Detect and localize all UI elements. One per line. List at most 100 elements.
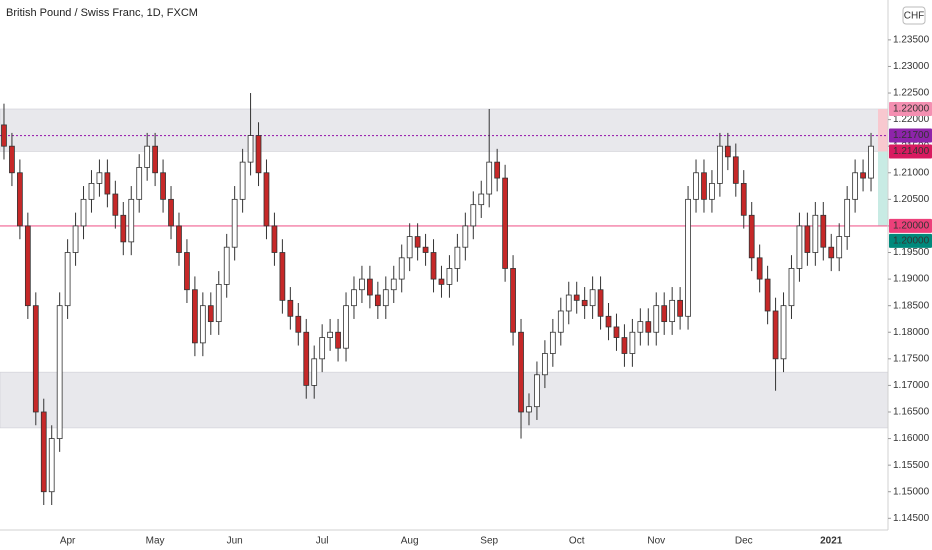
candle-body	[788, 268, 795, 307]
candle-body	[231, 198, 238, 248]
candle-body	[9, 145, 15, 174]
y-tick-label: 1.17000	[893, 380, 930, 391]
y-tick-label: 1.19500	[893, 247, 930, 258]
candle-body	[518, 331, 524, 413]
currency-label: CHF	[904, 11, 925, 22]
price-label-bg	[889, 101, 932, 116]
candle-body	[64, 252, 71, 307]
y-tick-label: 1.17500	[893, 353, 930, 364]
candle-body	[255, 135, 262, 174]
x-tick-label: Dec	[735, 536, 753, 547]
y-tick-label: 1.23000	[893, 61, 930, 72]
candle-body	[828, 246, 835, 259]
candle-body	[597, 289, 604, 317]
price-label-bg	[889, 218, 932, 233]
candle-body	[573, 294, 580, 301]
candle-body	[653, 305, 660, 333]
candle-body	[462, 225, 469, 248]
y-tick-label: 1.19000	[893, 274, 930, 285]
candle-body	[160, 172, 166, 200]
y-tick-label: 1.23500	[893, 35, 930, 46]
candle-body	[215, 284, 222, 323]
currency-badge[interactable]	[902, 6, 926, 25]
candle-body	[772, 310, 779, 360]
price-label-bg	[889, 144, 932, 159]
candle-body	[701, 172, 707, 200]
candle-body	[565, 294, 572, 312]
candle-body	[199, 305, 206, 344]
candles	[1, 93, 874, 506]
candle-body	[48, 438, 55, 493]
candle-body	[613, 326, 620, 338]
y-tick-label: 1.20500	[893, 194, 930, 205]
position-target	[878, 151, 888, 226]
price-label: 1.22000	[893, 104, 930, 115]
candle-body	[732, 156, 739, 184]
candle-body	[327, 331, 333, 338]
y-tick-label: 1.16000	[893, 433, 930, 444]
x-tick-label: Jul	[316, 536, 329, 547]
candle-body	[724, 145, 731, 158]
candle-body	[740, 183, 747, 216]
candle-body	[271, 225, 278, 253]
zone	[0, 108, 889, 152]
candle-body	[454, 246, 461, 269]
candle-body	[549, 331, 556, 354]
candle-body	[168, 198, 174, 227]
candle-body	[422, 246, 429, 253]
y-tick-label: 1.15000	[893, 486, 930, 497]
candle-body	[844, 198, 851, 237]
candle-body	[359, 278, 365, 291]
candle-body	[669, 299, 676, 323]
candle-body	[852, 172, 858, 200]
x-tick-label: Aug	[401, 536, 419, 547]
candle-body	[295, 315, 302, 333]
candle-body	[526, 406, 532, 413]
candle-body	[96, 172, 103, 184]
candle-body	[56, 305, 63, 439]
x-tick-label: Sep	[480, 536, 498, 547]
candle-body	[502, 177, 508, 269]
candle-body	[637, 321, 644, 333]
candle-body	[263, 172, 270, 227]
x-tick-label: Nov	[647, 536, 665, 547]
candle-body	[40, 411, 47, 493]
candle-body	[303, 331, 310, 386]
candle-body	[709, 183, 715, 200]
x-tick-label: 2021	[820, 536, 843, 547]
candle-body	[438, 278, 445, 285]
x-tick-label: Oct	[569, 536, 585, 547]
candle-body	[311, 358, 318, 386]
candle-body	[72, 225, 79, 253]
candle-body	[589, 289, 596, 307]
y-tick-label: 1.16500	[893, 407, 930, 418]
price-label: 1.20000	[893, 221, 930, 232]
y-tick-label: 1.14500	[893, 513, 930, 524]
candle-body	[748, 214, 755, 259]
candle-body	[367, 278, 373, 296]
price-label: 1.21700	[893, 130, 930, 141]
candle-body	[756, 257, 763, 280]
candle-body	[780, 305, 787, 360]
candle-body	[542, 353, 548, 376]
candle-body	[629, 331, 636, 354]
candle-body	[319, 337, 326, 360]
candle-body	[144, 145, 151, 168]
y-tick-label: 1.15500	[893, 460, 930, 471]
candle-body	[192, 289, 198, 344]
y-tick-label: 1.18500	[893, 300, 930, 311]
candle-body	[860, 172, 866, 179]
candle-body	[717, 145, 723, 184]
candle-body	[534, 374, 540, 408]
candle-body	[510, 268, 516, 333]
candle-body	[390, 278, 397, 291]
price-label-bg	[889, 233, 932, 248]
candle-body	[351, 289, 357, 307]
candle-body	[430, 252, 437, 280]
candle-body	[645, 321, 652, 333]
price-label-bg	[889, 128, 932, 143]
candle-body	[24, 225, 31, 307]
